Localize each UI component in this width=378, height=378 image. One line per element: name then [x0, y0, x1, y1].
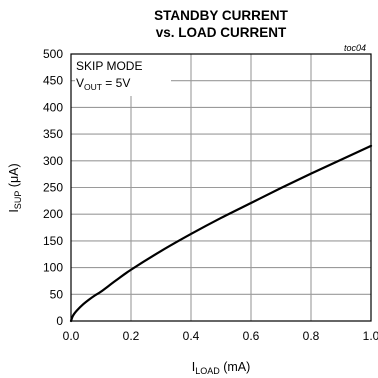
y-tick-label: 200 [43, 207, 63, 221]
grid-lines [71, 54, 371, 321]
y-tick-label: 150 [43, 234, 63, 248]
x-axis-label-sub: LOAD [195, 366, 220, 376]
y-tick-label: 300 [43, 154, 63, 168]
y-tick-label: 400 [43, 100, 63, 114]
x-tick-label: 0.0 [63, 329, 80, 343]
x-tick-label: 0.8 [303, 329, 320, 343]
x-axis-label: ILOAD (mA) [192, 360, 251, 376]
y-axis-label-main: I [7, 209, 21, 212]
plot-frame [70, 53, 372, 322]
figure-tag: toc04 [344, 43, 366, 53]
y-tick-label: 450 [43, 74, 63, 88]
y-tick-label: 500 [43, 47, 63, 61]
y-tick-label: 250 [43, 181, 63, 195]
annotation-vout-rest: = 5V [102, 76, 130, 90]
y-axis-label-sub: SUP [13, 191, 23, 210]
y-tick-label: 350 [43, 127, 63, 141]
y-tick-label: 100 [43, 261, 63, 275]
chart-title-line-1: STANDBY CURRENT [154, 8, 289, 23]
x-tick-label: 1.0 [363, 329, 378, 343]
x-axis-label-rest: (mA) [220, 360, 251, 374]
y-tick-label: 50 [50, 287, 64, 301]
x-tick-label: 0.2 [123, 329, 140, 343]
chart-title-line-2: vs. LOAD CURRENT [156, 25, 287, 40]
annotation-background [75, 54, 171, 96]
y-axis-ticks: 0 50 100 150 200 250 300 350 400 450 500 [43, 47, 63, 328]
annotation-vout: VOUT = 5V [76, 76, 130, 92]
y-tick-label: 0 [56, 314, 63, 328]
annotation-vout-main: V [76, 76, 84, 90]
y-axis-label: ISUP (μA) [7, 163, 23, 212]
series-line [69, 144, 373, 323]
annotation-skip-mode: SKIP MODE [76, 59, 142, 73]
y-axis-label-rest: (μA) [7, 163, 21, 190]
annotation-vout-sub: OUT [84, 82, 102, 92]
x-tick-label: 0.4 [183, 329, 200, 343]
x-axis-ticks: 0.0 0.2 0.4 0.6 0.8 1.0 [63, 329, 378, 343]
x-axis-label-main: I [192, 360, 195, 374]
x-tick-label: 0.6 [243, 329, 260, 343]
